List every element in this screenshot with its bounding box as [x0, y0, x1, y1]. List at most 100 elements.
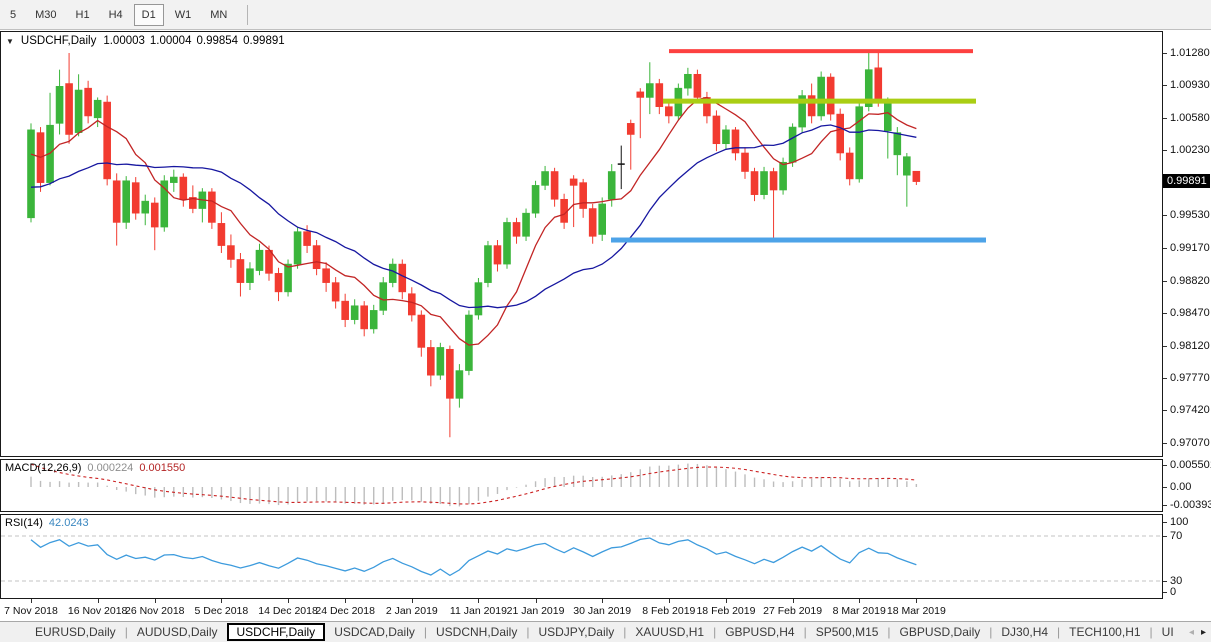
candle-body — [265, 249, 273, 274]
timeframe-button-5[interactable]: 5 — [10, 8, 17, 21]
rsi-plot[interactable] — [1, 515, 1162, 598]
resistance-line-yellow[interactable] — [663, 98, 976, 104]
tab-usdcad-daily[interactable]: USDCAD,Daily — [334, 625, 415, 639]
candle-body — [141, 200, 150, 214]
price-scale[interactable]: 1.01280 1.00930 1.00580 1.00230 0.99530 0.991… — [1163, 31, 1211, 457]
candle-body — [446, 348, 454, 399]
time-axis[interactable]: 7 Nov 2018 16 Nov 2018 26 Nov 2018 5 Dec 20… — [0, 599, 1163, 621]
candle-body — [331, 282, 340, 302]
candle-body — [893, 132, 902, 156]
rsi-scale: 100 70 30 0 — [1163, 514, 1211, 599]
timeframe-button-D1[interactable]: D1 — [133, 3, 164, 26]
time-axis-tick — [31, 599, 32, 603]
candle-body — [750, 171, 759, 195]
toolbar-divider — [247, 4, 249, 25]
time-axis-tick — [345, 599, 347, 603]
time-axis-tick — [288, 599, 290, 603]
time-axis-tick — [154, 599, 156, 603]
tab-eurusd-daily[interactable]: EURUSD,Daily — [35, 625, 116, 639]
rsi-name: RSI(14) — [5, 517, 43, 529]
candle-body — [569, 178, 578, 186]
rsi-line — [30, 537, 917, 577]
timeframe-button-M30[interactable]: M30 — [35, 8, 57, 21]
tab-tech100-h1[interactable]: TECH100,H1 — [1069, 625, 1141, 639]
timeframe-button-MN[interactable]: MN — [210, 8, 228, 21]
price-tick-label: 0.97420 — [1163, 404, 1210, 417]
candle-body — [760, 171, 768, 195]
candle-body — [303, 231, 311, 246]
timeframe-button-H4[interactable]: H4 — [108, 8, 123, 21]
tab-gbpusd-daily[interactable]: GBPUSD,Daily — [899, 625, 981, 639]
candle-body — [522, 212, 530, 237]
support-line-blue[interactable] — [611, 237, 986, 243]
tab-audusd-daily[interactable]: AUDUSD,Daily — [136, 625, 218, 639]
date-tick-label: 26 Nov 2018 — [124, 605, 185, 617]
candle-body — [845, 152, 854, 180]
candle-body — [531, 185, 540, 214]
timeframe-button-H1[interactable]: H1 — [75, 8, 90, 21]
tab-ui[interactable]: UI — [1161, 625, 1174, 639]
candle-body — [684, 73, 692, 89]
timeframe-toolbar: 5 M30 H1 H4 D1 W1 MN — [0, 0, 1211, 30]
candle-body — [312, 245, 321, 270]
candle-body — [579, 182, 587, 209]
fast-ma-line — [30, 96, 917, 346]
chart-symbol-label: USDCHF,Daily — [20, 35, 97, 47]
tab-dj30-h4[interactable]: DJ30,H4 — [1001, 625, 1049, 639]
resistance-line-red[interactable] — [669, 49, 973, 54]
price-tick-label: 1.00580 — [1163, 111, 1210, 124]
symbol-dropdown-arrow-icon[interactable]: ▼ — [6, 36, 14, 46]
chart-title: ▼ USDCHF,Daily 1.00003 1.00004 0.99854 0… — [6, 35, 285, 47]
current-price-tag: 0.99891 — [1163, 174, 1210, 189]
candle-body — [46, 124, 54, 183]
tab-scroll-right-icon[interactable]: ▸ — [1200, 626, 1206, 638]
tab-scroll-left-icon[interactable]: ◂ — [1188, 626, 1194, 638]
candle-body — [407, 293, 416, 316]
candle-body — [55, 86, 64, 124]
candle-body — [769, 171, 778, 191]
tab-xauusd-h1[interactable]: XAUUSD,H1 — [635, 625, 705, 639]
candle-body — [731, 129, 740, 154]
tab-usdjpy-daily[interactable]: USDJPY,Daily — [538, 625, 615, 639]
candle-body — [255, 249, 264, 271]
candle-body — [655, 83, 664, 107]
price-tick-label: 0.97070 — [1163, 436, 1210, 449]
macd-plot[interactable] — [1, 460, 1162, 511]
candle-body — [427, 347, 435, 376]
rsi-tick-label: 30 — [1163, 575, 1183, 587]
candle-body — [912, 170, 921, 182]
candle-body — [74, 89, 83, 133]
tab-sp500-m15[interactable]: SP500,M15 — [815, 625, 879, 639]
macd-name: MACD(12,26,9) — [5, 462, 82, 474]
date-tick-label: 27 Feb 2019 — [763, 605, 823, 617]
date-tick-label: 18 Feb 2019 — [696, 605, 756, 617]
open-value: 1.00003 — [103, 35, 145, 47]
macd-tick-label: 0.005501 — [1163, 459, 1211, 471]
low-value: 0.99854 — [196, 35, 239, 47]
macd-tick-label: 0.00 — [1163, 481, 1192, 493]
ohlc-values: 1.00003 1.00004 0.99854 0.99891 — [103, 35, 284, 47]
time-axis-tick — [221, 599, 223, 603]
candle-body — [636, 91, 645, 98]
candle-body — [436, 347, 445, 376]
candle-body — [626, 123, 635, 135]
tab-separator: | — [887, 625, 891, 639]
tab-usdchf-daily[interactable]: USDCHF,Daily — [226, 623, 326, 641]
tab-usdcnh-daily[interactable]: USDCNH,Daily — [436, 625, 518, 639]
candle-body — [379, 282, 388, 311]
candle-body — [779, 161, 787, 191]
candle-body — [122, 180, 130, 223]
candle-body — [112, 180, 121, 223]
candle-body — [27, 129, 35, 219]
time-axis-tick — [411, 599, 413, 603]
price-chart[interactable] — [1, 32, 1162, 456]
tab-separator: | — [1149, 625, 1153, 639]
macd-indicator-panel: MACD(12,26,9) 0.000224 0.001550 — [0, 459, 1163, 512]
candle-body — [236, 259, 245, 283]
timeframe-button-W1[interactable]: W1 — [174, 8, 192, 21]
candle-body — [189, 197, 197, 209]
tab-gbpusd-h4[interactable]: GBPUSD,H4 — [725, 625, 795, 639]
rsi-tick-label: 70 — [1163, 530, 1183, 542]
date-tick-label: 8 Feb 2019 — [642, 605, 696, 617]
